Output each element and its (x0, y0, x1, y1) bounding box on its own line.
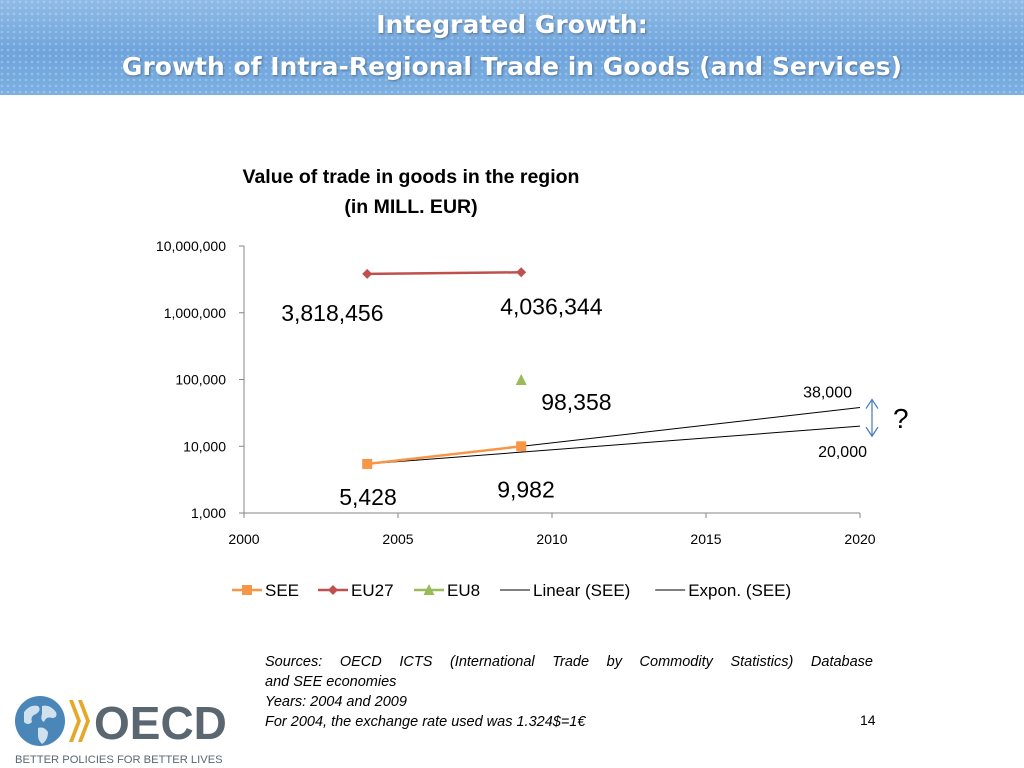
logo-wordmark: OECD (94, 697, 227, 749)
annotation-question-mark: ? (893, 403, 909, 434)
data-point-eu27 (362, 268, 373, 279)
page-number: 14 (860, 712, 876, 728)
chart-title-line2: (in MILL. EUR) (344, 196, 477, 218)
legend-label: EU8 (447, 581, 480, 600)
annotation-arrow-head-top (865, 398, 879, 409)
data-label-see: 9,982 (497, 476, 555, 502)
sources-line4: For 2004, the exchange rate used was 1.3… (265, 714, 586, 730)
sources-line1: Sources: OECD ICTS (International Trade … (265, 654, 873, 670)
data-point-see (362, 458, 373, 469)
annotation-arrow-head-bottom (865, 426, 879, 438)
data-point-eu27 (516, 267, 527, 278)
legend-swatch-marker (242, 585, 252, 595)
slide-header: Integrated Growth: Growth of Intra-Regio… (0, 0, 1024, 95)
chevrons-icon (69, 700, 90, 742)
y-tick-label: 10,000,000 (156, 238, 226, 254)
sources-line3: Years: 2004 and 2009 (265, 694, 407, 710)
data-label-see: 5,428 (339, 484, 397, 510)
data-point-eu8 (515, 373, 527, 385)
series-line-eu27 (367, 271, 522, 276)
x-tick-label: 2020 (844, 531, 875, 547)
logo-tagline: BETTER POLICIES FOR BETTER LIVES (15, 754, 223, 766)
legend-label: SEE (265, 581, 299, 600)
data-label-eu27: 3,818,456 (281, 300, 383, 326)
y-tick-label: 100,000 (175, 372, 226, 388)
sources-line2: and SEE economies (265, 674, 397, 690)
legend-label: EU27 (351, 581, 394, 600)
x-tick-label: 2010 (536, 531, 567, 547)
legend-swatch-marker (328, 585, 338, 595)
x-tick-label: 2000 (228, 531, 259, 547)
data-label-eu27: 4,036,344 (500, 293, 603, 319)
slide-title-line1: Integrated Growth: (376, 10, 648, 39)
data-point-see (516, 441, 527, 452)
trendline-linear-see (367, 425, 861, 465)
legend-label: Linear (SEE) (533, 581, 630, 600)
x-tick-label: 2015 (690, 531, 721, 547)
chart-title-line1: Value of trade in goods in the region (243, 166, 580, 188)
header-texture (0, 0, 1024, 95)
legend-label: Expon. (SEE) (688, 581, 791, 600)
globe-icon (15, 696, 65, 746)
legend-swatch-marker (423, 584, 435, 595)
series-line-see (367, 445, 522, 466)
y-tick-label: 1,000 (191, 505, 226, 521)
trade-chart: Value of trade in goods in the region (in… (156, 166, 909, 600)
x-tick-label: 2005 (382, 531, 413, 547)
trendline-end-label: 38,000 (803, 385, 852, 402)
trendline-end-label: 20,000 (818, 444, 867, 461)
y-tick-label: 10,000 (183, 438, 226, 454)
slide-title-line2: Growth of Intra-Regional Trade in Goods … (121, 52, 903, 81)
data-label-eu8: 98,358 (541, 389, 611, 415)
oecd-logo: OECD BETTER POLICIES FOR BETTER LIVES (15, 696, 227, 766)
y-tick-label: 1,000,000 (164, 305, 226, 321)
sources-note: Sources: OECD ICTS (International Trade … (265, 652, 873, 732)
